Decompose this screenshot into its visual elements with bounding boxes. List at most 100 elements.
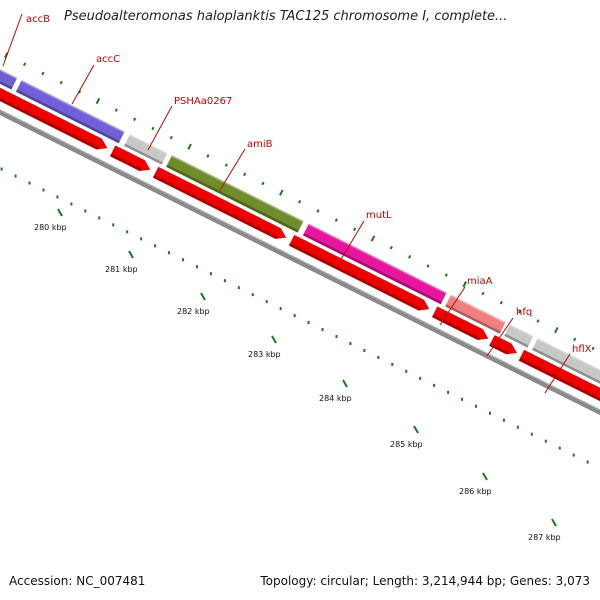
gene-feature-body [302, 223, 447, 305]
lower-tick [433, 383, 436, 387]
lower-tick [223, 279, 226, 283]
gene-label: hflX [572, 344, 592, 355]
upper-tick [206, 154, 210, 158]
lower-tick [530, 432, 533, 436]
gene-feature-body [124, 134, 168, 165]
cds-arrow [518, 349, 600, 403]
lower-tick [126, 230, 129, 234]
lower-tick [391, 362, 394, 366]
major-tick [551, 518, 557, 527]
upper-tick [133, 117, 137, 122]
lower-tick [14, 174, 17, 178]
upper-tick [426, 264, 430, 268]
upper-tick [518, 310, 522, 314]
cds-arrow-shadow [152, 174, 279, 239]
cds-arrow-shadow [518, 357, 600, 403]
upper-tick [444, 273, 448, 277]
gene-feature-body [531, 338, 600, 397]
lower-tick [335, 335, 338, 339]
lower-tick [363, 348, 366, 352]
gene-label-leader [147, 105, 173, 151]
gene-feature-shadow [124, 143, 163, 165]
gene-feature-highlight [21, 80, 125, 133]
lower-tick [516, 425, 519, 429]
cds-arrow-shadow [288, 242, 422, 311]
upper-tick [408, 255, 412, 259]
gene-feature-highlight [129, 134, 168, 155]
ruler-label: 285 kbp [390, 440, 423, 449]
upper-tick [353, 227, 357, 232]
gene-label-leader [219, 148, 246, 191]
gene-feature-shadow [0, 64, 13, 90]
ruler-label: 281 kbp [105, 265, 138, 274]
cds-arrow-shadow [0, 78, 100, 150]
lower-tick [0, 167, 3, 171]
upper-tick [169, 135, 173, 140]
sequence-title: Pseudoalteromonas haloplanktis TAC125 ch… [64, 9, 508, 24]
upper-tick [591, 346, 595, 351]
gene-feature-body [445, 294, 506, 334]
lower-tick [70, 202, 73, 206]
lower-tick [461, 397, 464, 401]
lower-tick [321, 328, 324, 332]
gene-label: mutL [366, 210, 392, 221]
upper-tick [389, 245, 393, 250]
ruler-label: 283 kbp [248, 350, 281, 359]
gene-feature-body [504, 324, 534, 348]
lower-tick [84, 209, 87, 213]
accession-label: Accession: NC_007481 [9, 574, 146, 588]
lower-tick [586, 460, 589, 464]
upper-tick [151, 126, 155, 131]
gene-feature-shadow [531, 347, 600, 397]
lower-tick [56, 195, 59, 199]
upper-tick [554, 327, 559, 334]
cds-arrow [152, 166, 287, 239]
major-tick [128, 250, 134, 259]
gene-feature-highlight [509, 324, 534, 338]
upper-tick [243, 172, 247, 177]
gene-label-leader [544, 353, 571, 394]
lower-tick [307, 321, 310, 325]
lower-tick [265, 300, 268, 304]
lower-tick [168, 251, 171, 255]
gene-feature [124, 134, 168, 165]
gene-feature-body [0, 55, 18, 90]
gene-feature [445, 294, 506, 334]
lower-tick [181, 258, 184, 262]
gene-feature-highlight [0, 55, 18, 80]
upper-tick [261, 181, 265, 186]
gene-feature [15, 80, 125, 144]
ruler-label: 284 kbp [319, 394, 352, 403]
upper-tick [370, 235, 376, 242]
lower-tick [237, 286, 240, 290]
backbone-highlight [0, 108, 600, 411]
gene-label-leader [2, 13, 23, 67]
ruler-label: 286 kbp [459, 487, 492, 496]
backbone-line [0, 109, 600, 416]
upper-tick [187, 143, 192, 150]
cds-arrow [0, 70, 108, 150]
gene-feature-highlight [171, 155, 304, 223]
upper-tick [499, 300, 503, 305]
lower-tick [572, 453, 575, 457]
major-tick [482, 472, 488, 481]
upper-tick [23, 62, 27, 67]
lower-tick [112, 223, 115, 227]
gene-feature [531, 338, 600, 397]
upper-tick [224, 163, 228, 167]
genome-summary: Topology: circular; Length: 3,214,944 bp… [260, 574, 590, 588]
gene-label: miaA [467, 276, 493, 287]
gene-feature-body [166, 155, 304, 233]
lower-tick [544, 439, 547, 443]
lower-tick [98, 216, 101, 220]
lower-tick [558, 446, 561, 450]
lower-tick [251, 293, 254, 297]
ruler-label: 282 kbp [177, 307, 210, 316]
gene-label-leader [71, 64, 95, 105]
cds-arrow-body [518, 349, 600, 403]
upper-tick [334, 218, 338, 222]
gene-feature [0, 55, 18, 90]
upper-tick [279, 189, 284, 196]
cds-arrow [110, 145, 151, 171]
